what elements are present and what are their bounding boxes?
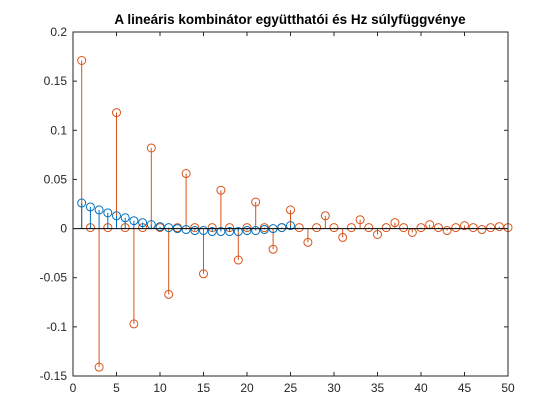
stem-marker-s1 — [225, 223, 235, 233]
stem-marker-s1 — [77, 56, 87, 66]
x-tick-label: 50 — [501, 381, 515, 395]
stem-marker-s1 — [199, 269, 208, 279]
stem-marker-s1 — [94, 362, 104, 372]
stem-marker-s0 — [138, 218, 148, 228]
stem-marker-s0 — [233, 227, 243, 237]
stem-marker-s1 — [129, 319, 139, 329]
stem-marker-s0 — [129, 216, 139, 226]
y-tick-label: -0.15 — [40, 369, 68, 383]
stem-marker-s1 — [477, 225, 487, 235]
stem-marker-s1 — [146, 143, 156, 153]
x-tick-label: 30 — [327, 381, 341, 395]
x-tick-label: 40 — [414, 381, 428, 395]
stem-marker-s1 — [390, 218, 400, 228]
stem-marker-s1 — [251, 197, 261, 207]
stem-marker-s1 — [399, 223, 409, 233]
stem-marker-s0 — [199, 226, 208, 236]
stem-marker-s1 — [416, 223, 426, 233]
stem-marker-s1 — [433, 223, 443, 233]
chart-title: A lineáris kombinátor együtthatói és Hz … — [114, 12, 466, 27]
stem-marker-s1 — [286, 205, 295, 215]
stem-marker-s1 — [242, 223, 252, 233]
stem-marker-s1 — [346, 223, 356, 233]
x-tick-label: 25 — [284, 381, 298, 395]
stem-marker-s0 — [112, 211, 121, 221]
x-tick-label: 15 — [197, 381, 211, 395]
stem-marker-s1 — [329, 223, 339, 233]
y-tick-label: 0.1 — [50, 123, 67, 137]
stem-marker-s0 — [164, 223, 174, 233]
stem-marker-s1 — [164, 289, 174, 299]
y-tick-label: 0 — [60, 222, 67, 236]
stem-marker-s1 — [373, 229, 382, 239]
stem-marker-s1 — [364, 223, 374, 233]
stem-marker-s1 — [268, 244, 278, 254]
stem-marker-s1 — [181, 169, 191, 179]
stem-marker-s0 — [259, 225, 269, 235]
stem-marker-s0 — [277, 223, 287, 233]
stem-marker-s1 — [468, 223, 478, 233]
stem-marker-s1 — [112, 108, 121, 118]
stem-marker-s0 — [94, 205, 104, 215]
stem-marker-s1 — [381, 223, 391, 233]
x-tick-label: 5 — [113, 381, 120, 395]
stem-marker-s0 — [103, 208, 113, 218]
y-tick-label: 0.15 — [44, 74, 68, 88]
stem-marker-s1 — [442, 226, 452, 236]
stem-marker-s0 — [181, 225, 191, 235]
stem-marker-s0 — [251, 226, 261, 236]
stem-marker-s0 — [225, 227, 235, 237]
y-tick-label: -0.1 — [46, 320, 67, 334]
stem-marker-s1 — [216, 185, 226, 195]
stem-marker-s0 — [77, 198, 87, 208]
stem-marker-s1 — [294, 223, 304, 233]
stem-marker-s0 — [207, 227, 217, 237]
stem-marker-s0 — [190, 226, 200, 236]
plot-area — [73, 32, 508, 376]
stem-marker-s1 — [451, 223, 461, 233]
stem-marker-s1 — [207, 223, 217, 233]
stem-marker-s1 — [355, 215, 365, 225]
x-tick-label: 0 — [70, 381, 77, 395]
stem-marker-s1 — [233, 255, 243, 265]
stem-marker-s0 — [155, 222, 165, 232]
stem-marker-s1 — [320, 211, 330, 221]
stem-marker-s1 — [312, 223, 322, 233]
stem-marker-s1 — [190, 223, 200, 233]
x-tick-label: 20 — [240, 381, 254, 395]
y-tick-label: 0.2 — [50, 25, 67, 39]
stem-marker-s0 — [120, 213, 130, 223]
axes-group: 0 5 10 15 20 25 30 35 40 45 50 -0.15 -0.1 -0.05 0 0.05 0… — [40, 25, 515, 395]
stem-series-group — [73, 56, 513, 372]
stem-marker-s1 — [494, 222, 504, 232]
y-tick-label: 0.05 — [44, 172, 68, 186]
stem-marker-s1 — [460, 221, 469, 231]
y-tick-label: -0.05 — [40, 271, 68, 285]
x-tick-label: 35 — [371, 381, 385, 395]
stem-marker-s1 — [303, 237, 313, 247]
stem-marker-s0 — [216, 227, 226, 237]
stem-marker-s0 — [242, 226, 252, 236]
stem-marker-s1 — [338, 232, 348, 242]
stem-marker-s1 — [486, 223, 496, 233]
stem-marker-s0 — [286, 221, 295, 231]
x-tick-label: 10 — [153, 381, 167, 395]
x-tick-label: 45 — [458, 381, 472, 395]
stem-marker-s0 — [85, 202, 95, 212]
